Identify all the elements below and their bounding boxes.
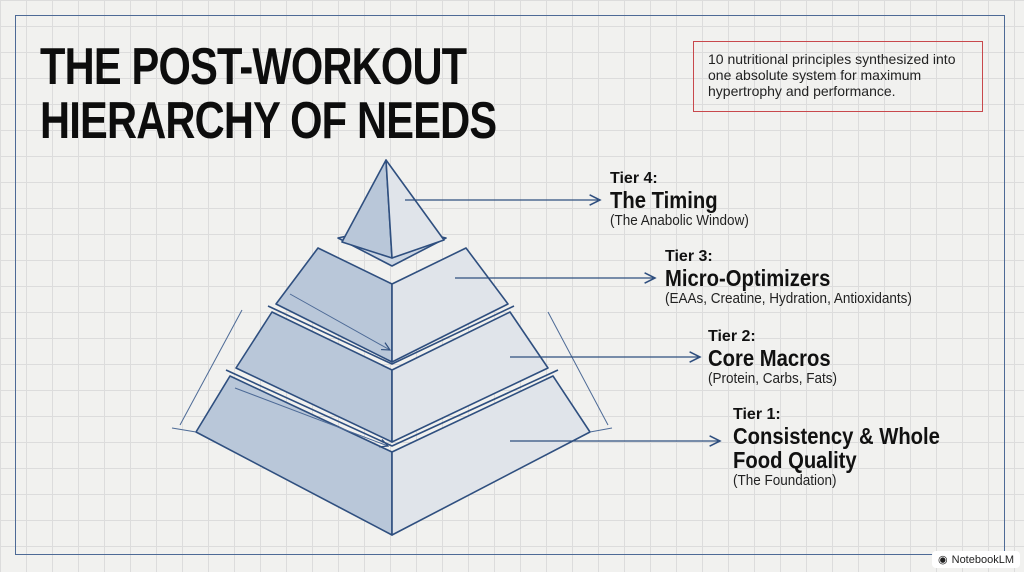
page-title: THE POST-WORKOUT HIERARCHY OF NEEDS — [40, 38, 497, 150]
tier-description: (The Anabolic Window) — [610, 212, 749, 229]
tier-2-right-face — [391, 311, 549, 443]
tier-description: (The Foundation) — [733, 472, 837, 489]
tier-2-label: Tier 2: Core Macros (Protein, Carbs, Fat… — [708, 328, 851, 388]
tier-number: Tier 2: — [708, 328, 756, 345]
tier-name: Core Macros — [708, 345, 831, 371]
tier-description: (Protein, Carbs, Fats) — [708, 370, 838, 387]
tier-number: Tier 4: — [610, 170, 658, 187]
notebooklm-logo-icon: ◉ — [938, 554, 948, 566]
badge-label: NotebookLM — [951, 553, 1014, 566]
tier-name: Micro-Optimizers — [665, 265, 831, 291]
tier-3-label: Tier 3: Micro-Optimizers (EAAs, Creatine… — [665, 248, 939, 308]
title-line-1: THE POST-WORKOUT — [40, 38, 467, 96]
tier-4-left-face — [341, 159, 393, 259]
tier-number: Tier 1: — [733, 406, 781, 423]
tier-number: Tier 3: — [665, 248, 713, 265]
summary-note: 10 nutritional principles synthesized in… — [693, 41, 983, 112]
tier-4-right-face — [385, 159, 445, 259]
tier-name: The Timing — [610, 187, 718, 213]
notebooklm-badge: ◉ NotebookLM — [932, 551, 1020, 568]
tier-name: Consistency & Whole Food Quality — [733, 423, 940, 473]
tier-description: (EAAs, Creatine, Hydration, Antioxidants… — [665, 290, 912, 307]
tier-1-label: Tier 1: Consistency & Whole Food Quality… — [733, 406, 1013, 490]
tier-4-label: Tier 4: The Timing (The Anabolic Window) — [610, 170, 764, 230]
frame-border — [15, 15, 1005, 555]
title-line-2: HIERARCHY OF NEEDS — [40, 92, 497, 150]
tier-3-right-face — [391, 247, 509, 363]
